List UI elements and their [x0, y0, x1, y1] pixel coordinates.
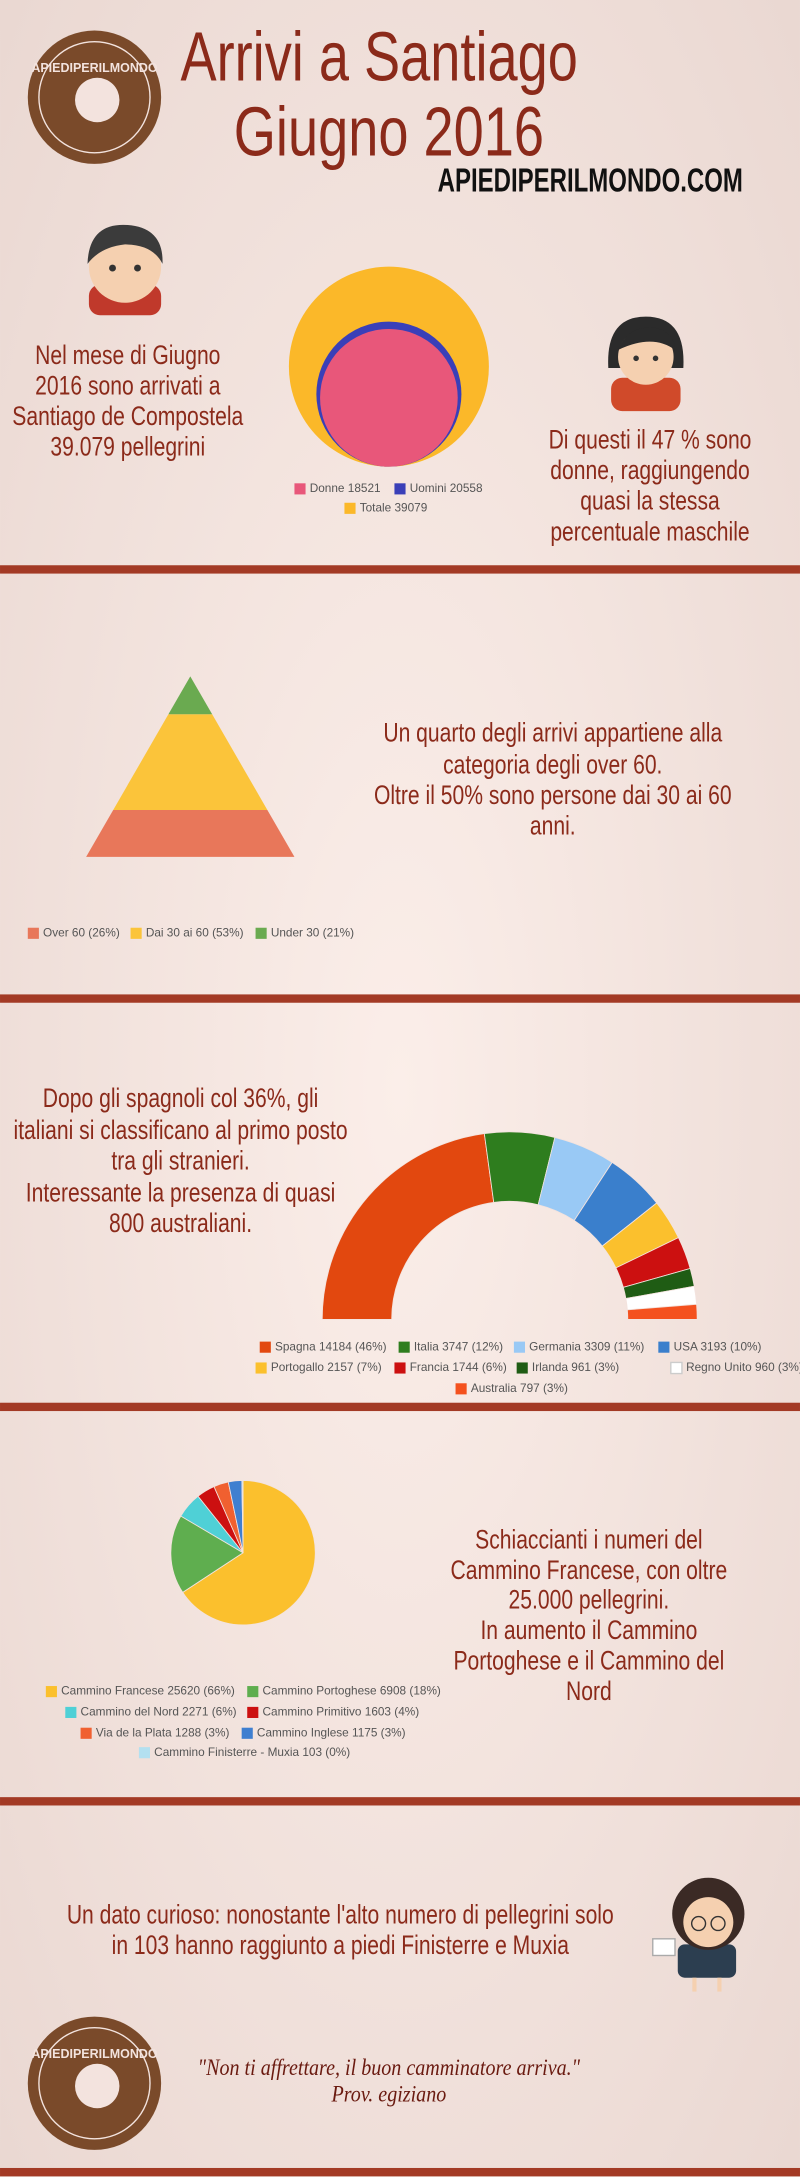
- text-line: Di questi il 47 % sono: [549, 425, 752, 455]
- legend-label: Cammino del Nord 2271 (6%): [81, 1705, 237, 1719]
- text-line: Dopo gli spagnoli col 36%, gli: [43, 1084, 319, 1114]
- text-line: percentuale maschile: [550, 517, 749, 547]
- legend-swatch: [247, 1706, 259, 1718]
- legend-label: USA 3193 (10%): [674, 1339, 762, 1353]
- legend-label: Spagna 14184 (46%): [275, 1339, 387, 1353]
- legend-label: Francia 1744 (6%): [410, 1360, 507, 1374]
- legend-swatch: [513, 1341, 525, 1353]
- legend-swatch: [394, 1362, 406, 1374]
- legend-swatch: [138, 1747, 151, 1759]
- legend-label: Cammino Primitivo 1603 (4%): [263, 1705, 420, 1719]
- quote: "Non ti affrettare, il buon camminatore …: [198, 2053, 581, 2080]
- avatar-woman: [608, 316, 684, 412]
- legend-swatch: [130, 927, 142, 939]
- legend-label: Cammino Francese 25620 (66%): [61, 1684, 235, 1698]
- legend-label: Cammino Portoghese 6908 (18%): [263, 1684, 441, 1698]
- legend-swatch: [259, 1341, 271, 1353]
- legend-swatch: [27, 927, 39, 939]
- text-line: Un quarto degli arrivi appartiene alla: [383, 718, 722, 748]
- legend-swatch: [344, 502, 356, 514]
- pyramid-segment: [113, 714, 268, 810]
- logo: APIEDIPERILMONDO: [27, 30, 162, 164]
- text-line: anni.: [530, 811, 576, 841]
- legend-swatch: [241, 1727, 253, 1739]
- text-line: Schiaccianti i numeri del: [475, 1525, 702, 1555]
- charts: Donne 18521 Uomini 20558 Totale 39079 Over …: [27, 266, 800, 1759]
- text-line: Un dato curioso: nonostante l'alto numer…: [67, 1900, 614, 1930]
- text-line: Interessante la presenza di quasi: [26, 1178, 336, 1208]
- legend-label: Germania 3309 (11%): [529, 1339, 644, 1353]
- legend-label: Irlanda 961 (3%): [532, 1360, 619, 1374]
- legend-label: Over 60 (26%): [43, 925, 120, 939]
- text-line: donne, raggiungendo: [550, 456, 749, 486]
- legend-label: Regno Unito 960 (3%): [686, 1360, 800, 1374]
- legend-swatch: [255, 1362, 267, 1374]
- circle: [320, 328, 458, 467]
- text-line: Nel mese di Giugno: [35, 341, 220, 371]
- text-line: tra gli stranieri.: [111, 1146, 249, 1176]
- pie-slice: [182, 1480, 316, 1626]
- text-line: In aumento il Cammino: [480, 1616, 697, 1646]
- legend-label: Totale 39079: [360, 500, 428, 514]
- donut-segment: [321, 1133, 495, 1320]
- text-line: quasi la stessa: [580, 487, 720, 517]
- legend-label: Under 30 (21%): [271, 925, 354, 939]
- legend-swatch: [670, 1361, 683, 1375]
- site: APIEDIPERILMONDO.COM: [438, 163, 743, 200]
- legend-swatch: [247, 1686, 259, 1698]
- legend-label: Via de la Plata 1288 (3%): [96, 1725, 230, 1739]
- text-line: in 103 hanno raggiunto a piedi Finisterr…: [112, 1931, 570, 1961]
- donut-segment: [626, 1303, 698, 1320]
- dividers: [0, 565, 800, 2177]
- quote-source: Prov. egiziano: [331, 2080, 447, 2107]
- legend-label: Cammino Finisterre - Muxia 103 (0%): [154, 1745, 350, 1759]
- text-line: 800 australiani.: [109, 1209, 252, 1239]
- legend-swatch: [255, 927, 267, 939]
- legend-swatch: [516, 1362, 528, 1374]
- text-line: Santiago de Compostela: [12, 402, 244, 432]
- pyramid-segment: [86, 809, 295, 857]
- logo-text: APIEDIPERILMONDO: [31, 2047, 158, 2061]
- legend-label: Portogallo 2157 (7%): [271, 1360, 382, 1374]
- legend-label: Italia 3747 (12%): [414, 1339, 503, 1353]
- legend-label: Donne 18521: [310, 481, 381, 495]
- legend-swatch: [398, 1341, 410, 1353]
- logo: APIEDIPERILMONDO: [27, 2016, 162, 2150]
- pie-slice: [170, 1515, 244, 1593]
- avatar-man: [87, 224, 163, 316]
- text-line: italiani si classificano al primo posto: [14, 1116, 348, 1146]
- logo-text: APIEDIPERILMONDO: [31, 61, 158, 75]
- text-line: Oltre il 50% sono persone dai 30 ai 60: [374, 781, 732, 811]
- text-line: Nord: [566, 1677, 612, 1707]
- title: Arrivi a Santiago: [180, 19, 577, 96]
- pie-slice: [241, 1480, 244, 1553]
- text-line: Cammino Francese, con oltre: [451, 1556, 728, 1586]
- legend-swatch: [294, 483, 306, 495]
- text-line: Portoghese e il Cammino del: [453, 1646, 724, 1676]
- text-line: categoria degli over 60.: [443, 750, 662, 780]
- title: Giugno 2016: [234, 94, 544, 171]
- legend-swatch: [45, 1686, 57, 1698]
- pyramid-segment: [168, 676, 213, 715]
- legend-swatch: [80, 1727, 92, 1739]
- legend-label: Dai 30 ai 60 (53%): [146, 925, 244, 939]
- text-line: 2016 sono arrivati a: [35, 371, 221, 401]
- legend-swatch: [455, 1383, 467, 1395]
- legend-swatch: [65, 1706, 77, 1718]
- avatar-girl: [652, 1877, 745, 1992]
- legend-swatch: [394, 483, 406, 495]
- legend-label: Cammino Inglese 1175 (3%): [257, 1725, 406, 1739]
- legend-swatch: [658, 1341, 670, 1353]
- text-line: 25.000 pellegrini.: [509, 1585, 670, 1615]
- legend-label: Australia 797 (3%): [471, 1381, 568, 1395]
- text-line: 39.079 pellegrini: [50, 432, 205, 462]
- legend-label: Uomini 20558: [410, 481, 483, 495]
